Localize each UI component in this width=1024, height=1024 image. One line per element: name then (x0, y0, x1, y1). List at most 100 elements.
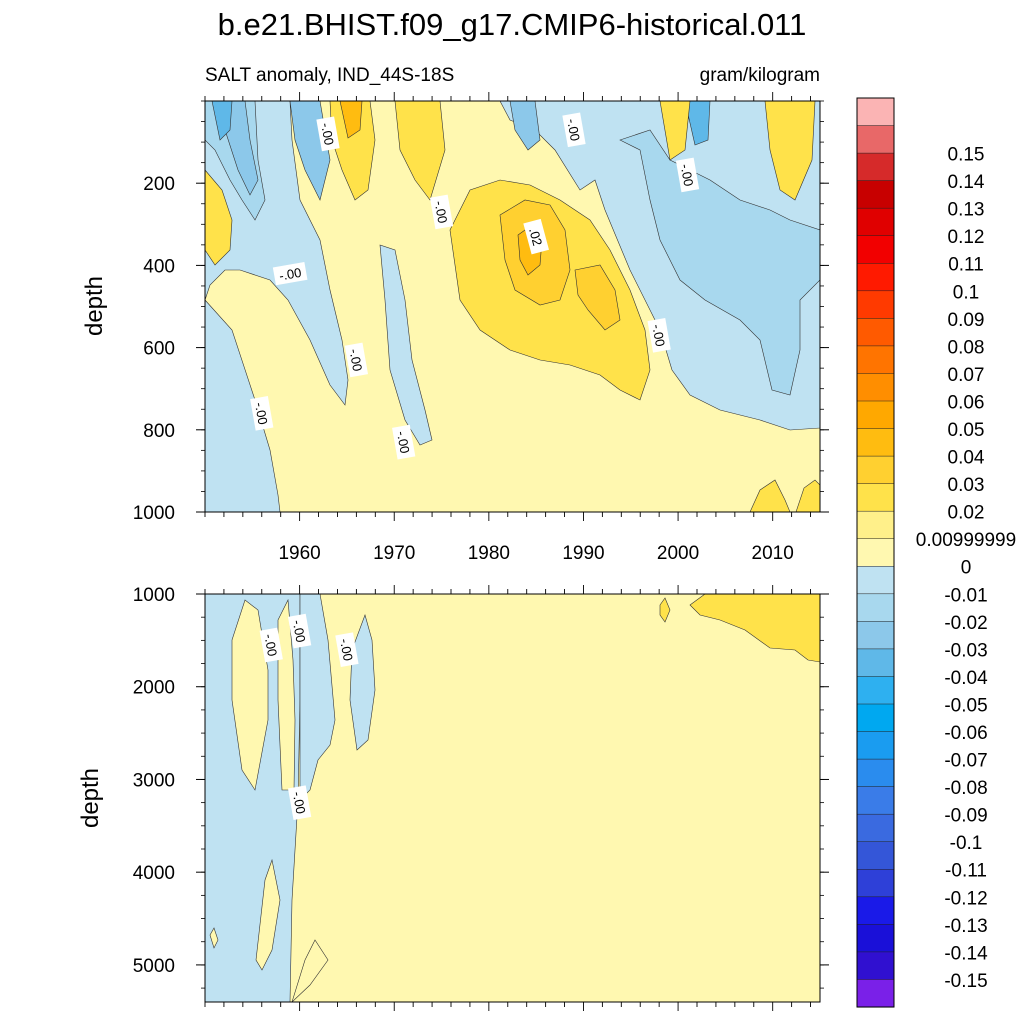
top-contour-label: .02 (523, 218, 549, 255)
bottom-ylabel: depth (77, 768, 104, 828)
colorbar-label: -0.03 (944, 640, 987, 661)
colorbar-label: -0.08 (944, 778, 987, 799)
contour-label-text: -.00 (337, 637, 356, 662)
contour-label-text: .02 (526, 226, 545, 247)
chart-units-label: gram/kilogram (700, 65, 820, 86)
top-ylabel: depth (81, 276, 108, 336)
top-pos-strip-1-core (339, 101, 363, 139)
colorbar-swatch (856, 758, 895, 788)
colorbar-label: 0.12 (948, 227, 985, 248)
colorbar-label: -0.12 (944, 888, 987, 909)
contour-label-bg (335, 632, 359, 667)
top-panel: depth 200 400 600 800 1000 1960 1970 1980 1990 2… (81, 92, 829, 564)
contour-label-bg (675, 157, 700, 193)
bottom-contour-label: -.00 (287, 613, 312, 649)
colorbar-swatch (856, 703, 895, 733)
top-contour-label: -.00 (647, 317, 671, 353)
bottom-pos-dot (209, 927, 219, 949)
top-pos-strip-2 (394, 101, 446, 201)
bottom-neg-region-col3 (349, 614, 376, 751)
colorbar-label: 0.13 (948, 200, 985, 221)
colorbar-label: 0.00999999 (916, 530, 1016, 551)
contour-label-bg (272, 261, 308, 286)
colorbar-label: 0.15 (948, 145, 985, 166)
bottom-panel-frame (204, 593, 821, 1003)
bottom-y-tick-label: 5000 (133, 956, 175, 977)
bottom-y-ticks: 1000 2000 3000 4000 5000 (133, 585, 829, 989)
top-y-ticks: 200 400 600 800 1000 (133, 100, 829, 524)
bottom-pos-lens-3 (255, 858, 281, 971)
top-contour-label: -.00 (392, 424, 416, 460)
top-x-ticks: 1960 1970 1980 1990 2000 2010 (204, 92, 811, 564)
top-pos-region-mid (574, 264, 621, 331)
top-x-tick-label: 1990 (562, 543, 604, 564)
colorbar-label: 0.07 (948, 365, 985, 386)
bottom-y-tick-label: 3000 (133, 770, 175, 791)
colorbar-frame (856, 97, 895, 1008)
top-contour-label: -.00 (250, 396, 274, 431)
bottom-y-tick-label: 2000 (133, 678, 175, 699)
colorbar-swatch (856, 786, 895, 815)
colorbar-label: 0.05 (948, 420, 985, 441)
colorbar-swatch (856, 593, 895, 622)
top-contour-label: -.00 (272, 261, 308, 286)
bottom-contour-labels: -.00 -.00 -.00 -.00 (259, 613, 359, 820)
colorbar-label: -0.04 (944, 668, 988, 689)
top-contour-label: -.00 (316, 116, 340, 152)
colorbar-label: -0.06 (944, 723, 987, 744)
colorbar-swatch (856, 455, 895, 485)
top-contour-label: -.00 (429, 194, 454, 230)
bottom-contour-label: -.00 (259, 627, 283, 663)
contour-label-text: -.00 (649, 323, 668, 348)
colorbar-label: -0.1 (950, 833, 983, 854)
colorbar-label: 0 (961, 558, 972, 579)
contour-label-bg (429, 194, 454, 230)
colorbar-swatch (856, 207, 895, 237)
colorbar-swatch (856, 731, 895, 760)
chart-title: b.e21.BHIST.f09_g17.CMIP6-historical.011 (218, 7, 807, 42)
bottom-x-ticks (204, 585, 811, 1011)
top-neg-patch-4 (684, 101, 711, 146)
contour-label-text: -.00 (290, 619, 309, 644)
bottom-contour-label: -.00 (335, 632, 359, 667)
colorbar-label: -0.05 (944, 695, 987, 716)
contour-label-bg (250, 396, 274, 431)
contour-label-text: -.00 (318, 122, 337, 147)
contour-label-bg (562, 112, 586, 148)
colorbar-label: 0.09 (948, 310, 985, 331)
colorbar-swatch (856, 869, 895, 898)
contour-label-text: -.00 (394, 430, 413, 455)
contour-label-bg (259, 627, 283, 663)
top-pos-strip-4 (764, 101, 816, 201)
colorbar-label: 0.1 (953, 282, 979, 303)
colorbar-label: -0.13 (944, 916, 987, 937)
top-x-tick-label: 1980 (468, 543, 510, 564)
contour-label-text: -.00 (347, 348, 366, 373)
colorbar-swatch (856, 841, 895, 870)
top-neg-patch-3 (211, 101, 233, 141)
bottom-y-tick-label: 1000 (133, 585, 175, 606)
colorbar-label: 0.02 (948, 503, 985, 524)
colorbar-swatch (856, 483, 895, 512)
top-pos-bottom-right-2 (795, 479, 820, 512)
top-pos-region-left (205, 169, 233, 266)
colorbar-label: 0.14 (948, 172, 985, 193)
contour-label-text: -.00 (261, 633, 280, 658)
colorbar-swatch (856, 510, 895, 540)
colorbar-label: -0.01 (944, 585, 987, 606)
top-contour-labels: -.00 -.00 -.00 -.00 -.00 -.00 .02 -.00 -.00 -.00 (250, 112, 700, 460)
colorbar-swatch (856, 951, 895, 981)
top-neg-region-tongue (379, 244, 433, 446)
contour-label-bg (287, 785, 312, 820)
top-y-tick-label: 800 (143, 421, 175, 442)
top-pos-strip-3 (659, 101, 691, 161)
colorbar-swatch (856, 648, 895, 678)
colorbar-label: -0.14 (944, 943, 988, 964)
colorbar-swatch (856, 538, 895, 567)
top-neg-patch-6 (509, 101, 541, 151)
colorbar-swatch (856, 676, 895, 705)
contour-label-text: -.00 (678, 163, 697, 188)
top-contour-label: -.00 (344, 342, 369, 378)
top-neg-region-cols (619, 129, 820, 396)
colorbar-swatch (856, 621, 895, 650)
